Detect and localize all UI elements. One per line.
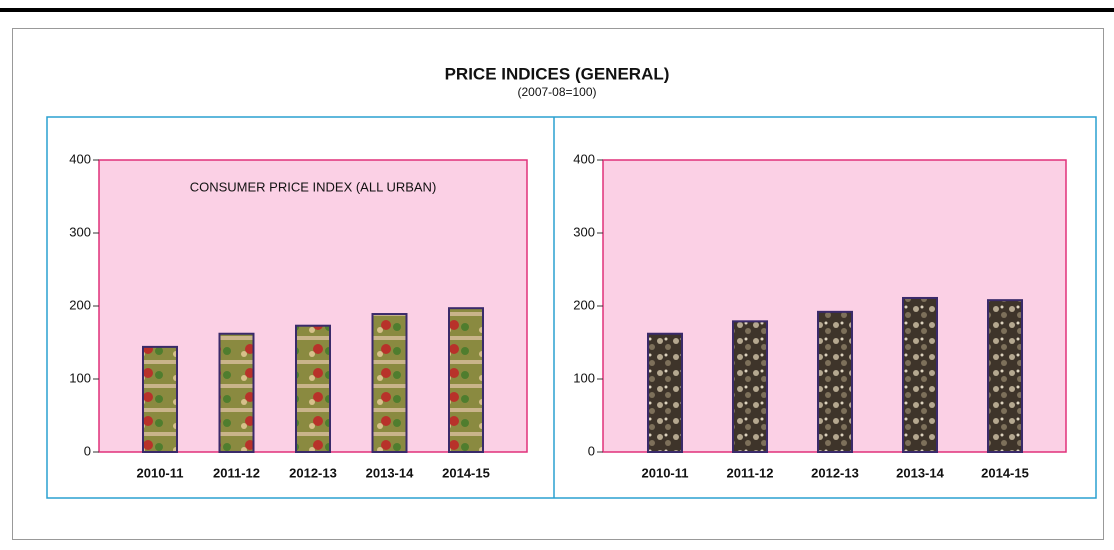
bar — [373, 314, 407, 452]
y-tick-label: 0 — [84, 443, 91, 458]
page-subtitle: (2007-08=100) — [517, 85, 596, 99]
bar — [988, 300, 1022, 452]
x-tick-label: 2011-12 — [727, 465, 774, 480]
page: PRICE INDICES (GENERAL) (2007-08=100) 0 1… — [0, 0, 1114, 550]
bar — [296, 326, 330, 452]
page-title: PRICE INDICES (GENERAL) — [445, 64, 670, 83]
x-tick-label: 2012-13 — [289, 465, 337, 480]
bar — [143, 347, 177, 452]
y-tick-label: 100 — [69, 370, 91, 385]
bar — [648, 334, 682, 452]
bar — [903, 298, 937, 452]
top-rule — [0, 8, 1114, 12]
x-tick-label: 2011-12 — [213, 465, 260, 480]
y-tick-label: 100 — [573, 370, 595, 385]
y-tick-label: 300 — [69, 224, 91, 239]
chart-page: PRICE INDICES (GENERAL) (2007-08=100) 0 1… — [0, 0, 1114, 550]
x-tick-label: 2012-13 — [811, 465, 859, 480]
x-tick-label: 2014-15 — [442, 465, 490, 480]
bar — [818, 312, 852, 452]
y-tick-label: 0 — [588, 443, 595, 458]
bar — [449, 308, 483, 452]
bar — [733, 321, 767, 452]
x-tick-label: 2013-14 — [366, 465, 414, 480]
y-tick-label: 200 — [573, 297, 595, 312]
y-tick-label: 300 — [573, 224, 595, 239]
x-tick-label: 2010-11 — [642, 465, 689, 480]
x-tick-label: 2010-11 — [137, 465, 184, 480]
y-tick-label: 400 — [69, 151, 91, 166]
y-tick-label: 400 — [573, 151, 595, 166]
x-tick-label: 2014-15 — [981, 465, 1029, 480]
bar — [220, 334, 254, 452]
annotation: CONSUMER PRICE INDEX (ALL URBAN) — [190, 179, 437, 194]
y-tick-label: 200 — [69, 297, 91, 312]
x-tick-label: 2013-14 — [896, 465, 944, 480]
